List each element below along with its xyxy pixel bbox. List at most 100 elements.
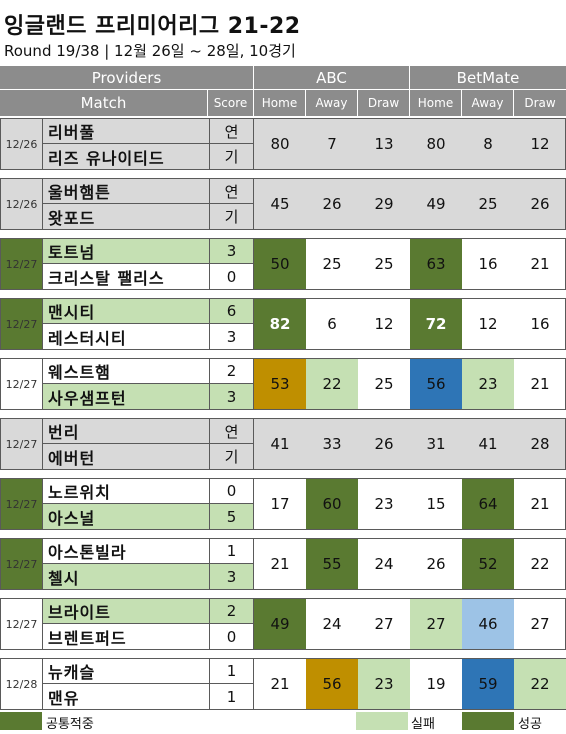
column-divider [253,419,254,469]
home-team-name: 토트넘 [43,239,209,264]
abc-draw-value: 25 [374,375,394,393]
abc-draw-value: 23 [358,659,410,709]
abc-draw-header: Draw [358,90,410,116]
abc-draw-value: 12 [374,315,394,333]
abc-draw-value: 26 [374,435,394,453]
abc-away-value: 7 [327,135,337,153]
abc-draw-value: 24 [374,555,394,573]
betmate-draw-value: 21 [530,255,550,273]
match-date: 12/27 [1,359,43,409]
home-team-name: 뉴캐슬 [43,659,209,684]
home-team-name: 아스톤빌라 [43,539,209,564]
abc-home-value: 21 [270,675,290,693]
betmate-draw-value: 16 [530,315,550,333]
betmate-away-header: Away [462,90,514,116]
match-row: 12/28 뉴캐슬 1 맨유 1 21 56 23 19 59 22 [0,658,566,710]
away-score: 기 [209,144,253,169]
column-divider [253,539,254,589]
betmate-away-value: 64 [462,479,514,529]
betmate-draw-value: 21 [530,375,550,393]
abc-away-value: 60 [306,479,358,529]
betmate-home-value: 26 [426,555,446,573]
away-team-name: 크리스탈 팰리스 [48,268,165,288]
home-score: 연 [209,419,253,444]
match-column-header: Match [0,90,208,116]
legend-swatch-fail [356,712,408,730]
abc-away-value: 33 [322,435,342,453]
abc-away-value: 26 [322,195,342,213]
legend-label-success: 성공 [518,717,542,732]
abc-home-value: 17 [270,495,290,513]
abc-draw-value: 27 [374,615,394,633]
match-row: 12/26 리버풀 연 리즈 유나이티드 기 80 7 13 80 8 12 [0,118,566,170]
betmate-draw-value: 27 [530,615,550,633]
column-divider [253,659,254,709]
away-team-name: 맨유 [48,688,80,708]
abc-home-value: 80 [270,135,290,153]
abc-away-value: 24 [322,615,342,633]
betmate-away-value: 8 [483,135,493,153]
betmate-home-value: 56 [410,359,462,409]
betmate-draw-value: 22 [530,555,550,573]
provider-betmate-header: BetMate [410,66,566,90]
abc-away-value: 22 [306,359,358,409]
match-row: 12/27 토트넘 3 크리스탈 팰리스 0 50 25 25 63 16 21 [0,238,566,290]
betmate-away-value: 23 [462,359,514,409]
abc-home-value: 49 [254,599,306,649]
away-score: 3 [209,384,253,409]
match-row: 12/27 브라이트 2 브렌트퍼드 0 49 24 27 27 46 27 [0,598,566,650]
home-team-name: 리버풀 [43,119,209,144]
betmate-home-value: 72 [410,299,462,349]
home-team-name: 맨시티 [43,299,209,324]
abc-draw-value: 25 [374,255,394,273]
abc-draw-value: 13 [374,135,394,153]
match-row: 12/27 맨시티 6 레스터시티 3 82 6 12 72 12 16 [0,298,566,350]
legend-swatch-success [462,712,514,730]
betmate-away-value: 52 [462,539,514,589]
column-divider [253,359,254,409]
score-column-header: Score [208,90,254,116]
betmate-draw-value: 21 [530,495,550,513]
away-score: 0 [209,264,253,289]
match-date: 12/27 [1,299,43,349]
column-divider [253,119,254,169]
match-row: 12/27 아스톤빌라 1 첼시 3 21 55 24 26 52 22 [0,538,566,590]
page-title: 잉글랜드 프리미어리그 21-22 [4,14,301,39]
away-score: 3 [209,564,253,589]
column-divider [253,179,254,229]
abc-home-value: 50 [254,239,306,289]
page-subtitle: Round 19/38 | 12월 26일 ~ 28일, 10경기 [4,42,296,60]
home-score: 6 [209,299,253,324]
away-team-name: 레스터시티 [48,328,127,348]
betmate-home-value: 27 [410,599,462,649]
abc-home-value: 45 [270,195,290,213]
betmate-away-value: 46 [462,599,514,649]
match-date: 12/27 [1,599,43,649]
home-team-name: 울버햄튼 [43,179,209,204]
betmate-away-value: 12 [478,315,498,333]
home-score: 1 [209,539,253,564]
home-team-name: 브라이트 [43,599,209,624]
betmate-home-header: Home [410,90,462,116]
betmate-draw-header: Draw [514,90,566,116]
betmate-home-value: 49 [426,195,446,213]
match-row: 12/27 노르위치 0 아스널 5 17 60 23 15 64 21 [0,478,566,530]
away-score: 기 [209,204,253,229]
providers-header: Providers [0,66,254,90]
home-score: 연 [209,119,253,144]
match-date: 12/27 [1,479,43,529]
betmate-home-value: 31 [426,435,446,453]
betmate-draw-value: 28 [530,435,550,453]
betmate-home-value: 19 [426,675,446,693]
betmate-draw-value: 12 [530,135,550,153]
home-score: 2 [209,599,253,624]
betmate-away-value: 25 [478,195,498,213]
abc-draw-value: 23 [374,495,394,513]
column-divider [253,299,254,349]
betmate-away-value: 16 [478,255,498,273]
abc-away-value: 56 [306,659,358,709]
provider-abc-header: ABC [254,66,410,90]
betmate-home-value: 15 [426,495,446,513]
abc-away-value: 25 [322,255,342,273]
abc-home-header: Home [254,90,306,116]
